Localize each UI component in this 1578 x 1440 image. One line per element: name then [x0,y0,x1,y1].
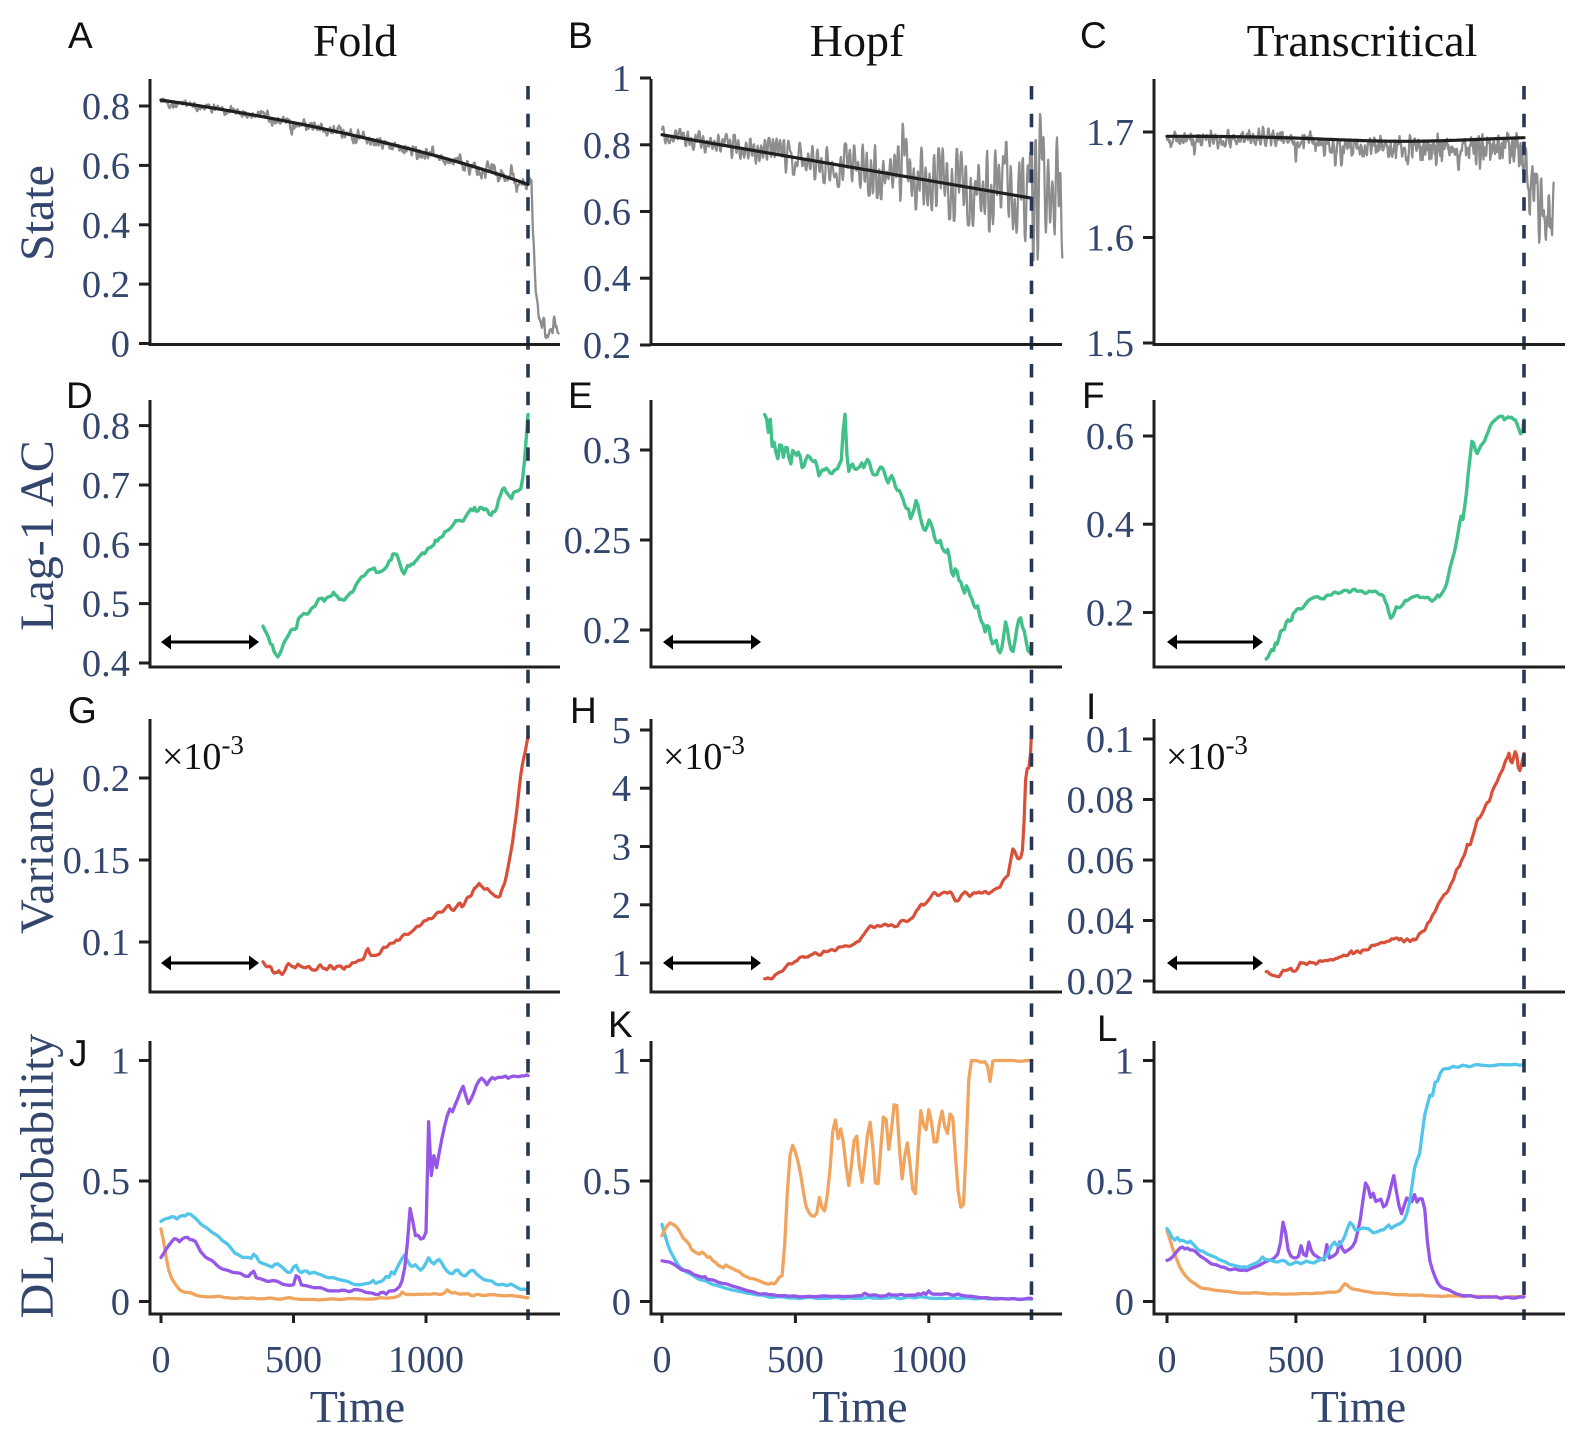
svg-text:0.25: 0.25 [564,520,631,562]
svg-text:1: 1 [612,1041,631,1083]
svg-text:C: C [1080,15,1107,56]
svg-text:DL probability: DL probability [11,1034,64,1319]
svg-text:0: 0 [1115,1282,1134,1324]
svg-text:1: 1 [612,943,631,985]
svg-text:Time: Time [310,1381,405,1432]
svg-text:A: A [68,15,93,56]
svg-text:0.2: 0.2 [82,758,130,800]
svg-text:0.2: 0.2 [82,264,130,306]
svg-text:0.1: 0.1 [82,922,130,964]
svg-text:H: H [570,690,597,731]
svg-text:0: 0 [111,1282,130,1324]
svg-text:0.4: 0.4 [82,205,130,247]
svg-text:1: 1 [612,58,631,100]
svg-text:0.4: 0.4 [583,258,631,300]
svg-text:500: 500 [1267,1339,1324,1381]
svg-text:0: 0 [111,324,130,366]
svg-text:0.6: 0.6 [583,192,631,234]
svg-text:0: 0 [1158,1339,1177,1381]
svg-text:0.08: 0.08 [1067,780,1134,822]
svg-text:5: 5 [612,710,631,752]
svg-text:Time: Time [812,1381,907,1432]
svg-text:0.1: 0.1 [1086,719,1134,761]
svg-text:0.6: 0.6 [82,145,130,187]
svg-text:Lag-1 AC: Lag-1 AC [11,440,64,631]
svg-text:B: B [568,15,593,56]
svg-text:Transcritical: Transcritical [1247,15,1478,66]
svg-text:Fold: Fold [313,15,397,66]
svg-text:0.5: 0.5 [1086,1161,1134,1203]
svg-text:1.7: 1.7 [1086,112,1134,154]
svg-text:4: 4 [612,768,631,810]
svg-text:K: K [608,1004,633,1045]
svg-text:0: 0 [152,1339,171,1381]
svg-text:1.5: 1.5 [1086,323,1134,365]
svg-text:0.3: 0.3 [583,430,631,472]
svg-text:3: 3 [612,827,631,869]
svg-text:0: 0 [653,1339,672,1381]
svg-text:L: L [1097,1008,1118,1049]
svg-text:J: J [69,1033,88,1074]
svg-text:×10-3: ×10-3 [1166,730,1248,778]
svg-text:0.15: 0.15 [63,840,130,882]
svg-text:0.7: 0.7 [82,465,130,507]
svg-text:0.06: 0.06 [1067,840,1134,882]
svg-text:1000: 1000 [1387,1339,1463,1381]
svg-text:G: G [68,690,97,731]
svg-text:0.8: 0.8 [583,125,631,167]
svg-text:0.2: 0.2 [583,325,631,367]
svg-text:2: 2 [612,885,631,927]
svg-text:Hopf: Hopf [810,15,905,66]
svg-text:500: 500 [767,1339,824,1381]
svg-text:0.2: 0.2 [1086,593,1134,635]
svg-text:0.8: 0.8 [82,406,130,448]
svg-text:0.4: 0.4 [1086,504,1134,546]
svg-text:Time: Time [1311,1381,1406,1432]
svg-text:0.5: 0.5 [583,1161,631,1203]
svg-text:Variance: Variance [11,766,64,934]
svg-text:State: State [11,165,64,261]
svg-text:0.5: 0.5 [82,1161,130,1203]
svg-text:1000: 1000 [388,1339,464,1381]
svg-text:1: 1 [111,1041,130,1083]
svg-text:0.5: 0.5 [82,584,130,626]
svg-text:I: I [1086,686,1096,727]
svg-text:F: F [1082,375,1105,416]
svg-text:0.02: 0.02 [1067,961,1134,1003]
svg-text:1000: 1000 [891,1339,967,1381]
svg-text:500: 500 [265,1339,322,1381]
svg-text:0.04: 0.04 [1067,901,1134,943]
svg-text:0.6: 0.6 [1086,416,1134,458]
svg-text:1.6: 1.6 [1086,218,1134,260]
svg-text:0.2: 0.2 [583,610,631,652]
svg-text:0.6: 0.6 [82,524,130,566]
svg-text:0.8: 0.8 [82,86,130,128]
svg-text:E: E [568,375,593,416]
svg-text:1: 1 [1115,1041,1134,1083]
svg-text:D: D [66,375,93,416]
svg-text:0: 0 [612,1282,631,1324]
svg-text:0.4: 0.4 [82,643,130,685]
